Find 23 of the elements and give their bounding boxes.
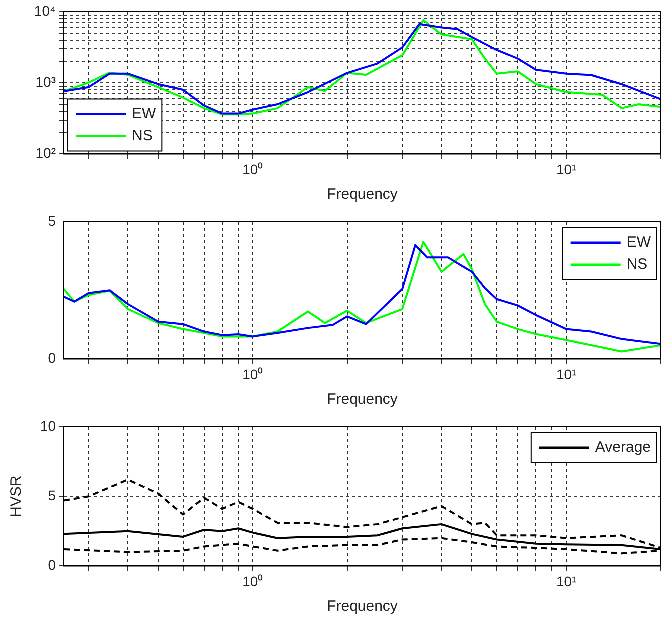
legend-label: EW [132,105,158,122]
y-tick-label: 10⁴ [34,2,56,19]
y-tick-label: 5 [48,212,56,229]
x-tick-label: 10¹ [556,366,578,382]
x-tick-label: 10¹ [556,573,578,590]
y-tick-label: 5 [48,487,56,504]
x-tick-label: 10⁰ [242,573,264,590]
y-tick-label: 10³ [36,74,56,90]
x-axis-title: Frequency [327,391,398,408]
legend-label: NS [132,127,153,144]
y-axis-title: HVSR [8,476,26,518]
legend-label: EW [626,234,652,252]
x-axis-title: Frequency [327,186,398,204]
y-tick-label: 10² [36,145,56,162]
y-tick-label: 10 [40,418,56,434]
legend-label: Average [595,439,652,456]
x-axis-title: Frequency [327,598,398,616]
x-tick-label: 10¹ [556,161,578,178]
y-tick-label: 0 [48,350,56,366]
legend-label: NS [626,256,648,274]
x-tick-label: 10⁰ [242,161,264,178]
y-tick-label: 0 [48,557,56,574]
x-tick-label: 10⁰ [242,366,264,382]
